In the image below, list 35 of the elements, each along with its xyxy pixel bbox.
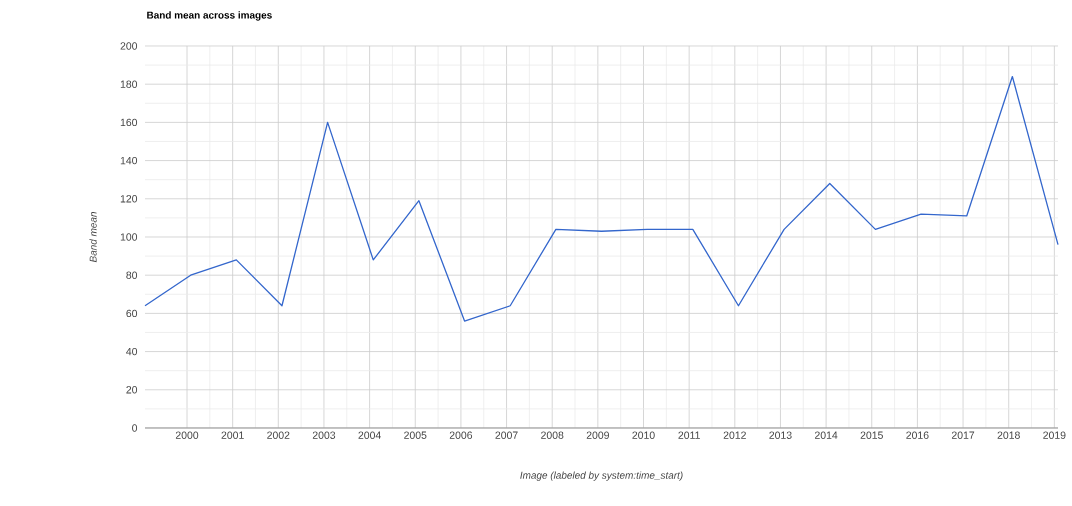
y-tick-label: 180 xyxy=(120,80,138,88)
line-series xyxy=(144,75,1059,322)
x-tick-label: 2010 xyxy=(632,431,655,439)
y-tick-label: 80 xyxy=(126,271,138,279)
x-axis-title: Image (labeled by system:time_start) xyxy=(520,471,683,481)
x-tick-label: 2015 xyxy=(860,431,883,439)
x-tick-label: 2019 xyxy=(1043,431,1066,439)
y-tick-label: 40 xyxy=(126,347,138,356)
x-tick-label: 2014 xyxy=(815,431,838,439)
x-tick-label: 2011 xyxy=(678,431,700,439)
x-tick-label: 2008 xyxy=(541,431,564,439)
x-tick-label: 2005 xyxy=(404,431,427,439)
x-tick-label: 2018 xyxy=(997,431,1020,439)
x-tick-label: 2004 xyxy=(358,431,381,439)
y-tick-label: 0 xyxy=(132,424,138,432)
x-tick-label: 2003 xyxy=(312,431,336,439)
y-tick-label: 120 xyxy=(120,195,138,203)
x-tick-label: 2006 xyxy=(449,431,473,439)
x-tick-label: 2002 xyxy=(267,431,290,439)
x-tick-label: 2000 xyxy=(175,431,199,439)
x-tick-label: 2012 xyxy=(723,431,746,439)
x-tick-label: 2007 xyxy=(495,431,518,439)
y-tick-label: 160 xyxy=(120,118,138,127)
x-tick-label: 2001 xyxy=(221,431,244,439)
chart-title: Band mean across images xyxy=(147,11,272,21)
x-tick-label: 2013 xyxy=(769,431,792,439)
x-tick-label: 2009 xyxy=(586,431,609,439)
y-tick-label: 60 xyxy=(126,309,138,318)
y-axis-title: Band mean xyxy=(89,211,97,263)
y-tick-label: 20 xyxy=(126,386,138,394)
y-tick-label: 140 xyxy=(120,156,138,165)
y-tick-label: 200 xyxy=(120,42,138,50)
y-tick-label: 100 xyxy=(120,233,138,241)
x-tick-label: 2017 xyxy=(951,431,975,439)
x-tick-label: 2016 xyxy=(906,431,929,439)
